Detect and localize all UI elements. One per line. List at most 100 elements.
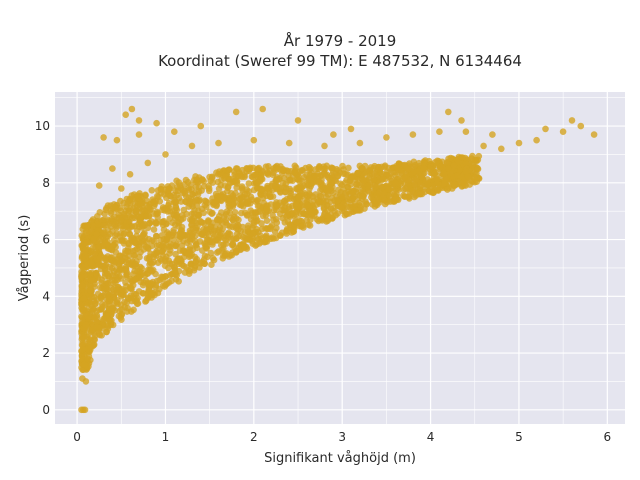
- data-point: [137, 214, 145, 221]
- data-point: [286, 205, 293, 213]
- data-point: [95, 324, 103, 331]
- data-point: [80, 306, 87, 314]
- data-point: [148, 187, 156, 194]
- data-point: [365, 188, 373, 195]
- data-point: [134, 300, 142, 307]
- data-point: [82, 378, 90, 385]
- data-point: [258, 235, 266, 242]
- data-point: [229, 241, 236, 248]
- data-point: [181, 269, 189, 276]
- data-point: [164, 229, 171, 236]
- data-point: [117, 301, 125, 309]
- data-point: [269, 212, 276, 219]
- data-point: [78, 232, 86, 239]
- data-point: [192, 196, 199, 204]
- data-point: [303, 217, 311, 224]
- data-point: [80, 361, 88, 368]
- data-point: [208, 210, 216, 217]
- data-point: [347, 177, 354, 185]
- data-point: [258, 220, 265, 227]
- data-point: [233, 165, 240, 172]
- data-point: [437, 163, 444, 171]
- data-point: [316, 164, 323, 171]
- data-point: [222, 216, 230, 224]
- data-point: [223, 208, 231, 215]
- data-point: [342, 170, 350, 178]
- data-point: [98, 276, 105, 284]
- data-point: [338, 193, 346, 201]
- data-point: [183, 264, 190, 271]
- data-point: [135, 235, 143, 242]
- data-point: [171, 128, 178, 135]
- data-point: [498, 145, 505, 153]
- data-point: [132, 260, 139, 268]
- data-point: [121, 212, 128, 220]
- data-point: [117, 217, 125, 224]
- data-point: [324, 187, 332, 195]
- data-point: [128, 105, 136, 113]
- data-point: [193, 176, 201, 184]
- data-point: [354, 169, 361, 177]
- data-point: [268, 234, 276, 241]
- data-point: [339, 162, 346, 170]
- data-point: [459, 154, 466, 161]
- data-point: [328, 164, 335, 171]
- data-point: [263, 205, 271, 213]
- data-point: [198, 205, 206, 213]
- data-point: [250, 136, 258, 144]
- data-point: [285, 139, 293, 147]
- data-point: [447, 154, 455, 162]
- data-point: [368, 194, 375, 201]
- data-point: [128, 192, 135, 199]
- data-point: [225, 166, 233, 173]
- data-point: [159, 282, 167, 289]
- data-point: [171, 207, 178, 214]
- x-tick-label: 5: [515, 430, 523, 444]
- data-point: [176, 182, 184, 189]
- data-point: [577, 122, 585, 130]
- data-point: [123, 223, 130, 230]
- data-point: [253, 225, 260, 233]
- data-point: [164, 236, 171, 243]
- data-point: [165, 199, 173, 207]
- data-point: [333, 166, 341, 173]
- data-point: [231, 171, 238, 178]
- data-point: [401, 193, 409, 200]
- data-point: [162, 151, 169, 158]
- data-point: [126, 284, 134, 292]
- data-point: [515, 139, 523, 147]
- data-point: [209, 254, 217, 262]
- data-point: [117, 197, 124, 205]
- data-point: [173, 177, 180, 185]
- data-point: [132, 276, 139, 283]
- data-point: [263, 170, 271, 177]
- data-point: [175, 278, 182, 285]
- data-point: [97, 295, 105, 302]
- data-point: [126, 231, 133, 238]
- data-point: [208, 261, 215, 269]
- data-point: [206, 173, 213, 181]
- data-point: [253, 166, 261, 173]
- data-point: [324, 212, 332, 219]
- data-point: [114, 288, 121, 296]
- data-point: [344, 203, 351, 211]
- data-point: [165, 279, 173, 286]
- data-point: [215, 171, 222, 178]
- data-point: [232, 108, 240, 116]
- data-point: [223, 250, 230, 257]
- data-point: [158, 218, 165, 226]
- data-point: [215, 185, 223, 192]
- data-point: [315, 178, 323, 185]
- data-point: [118, 293, 125, 300]
- data-point: [334, 197, 342, 205]
- data-point: [409, 187, 416, 195]
- data-point: [357, 203, 365, 211]
- data-point: [132, 208, 140, 216]
- y-tick-label: 6: [42, 233, 50, 247]
- data-point: [533, 136, 540, 144]
- data-point: [441, 180, 448, 187]
- data-point: [323, 171, 331, 178]
- data-point: [245, 198, 252, 205]
- data-point: [370, 170, 378, 177]
- data-point: [232, 224, 240, 232]
